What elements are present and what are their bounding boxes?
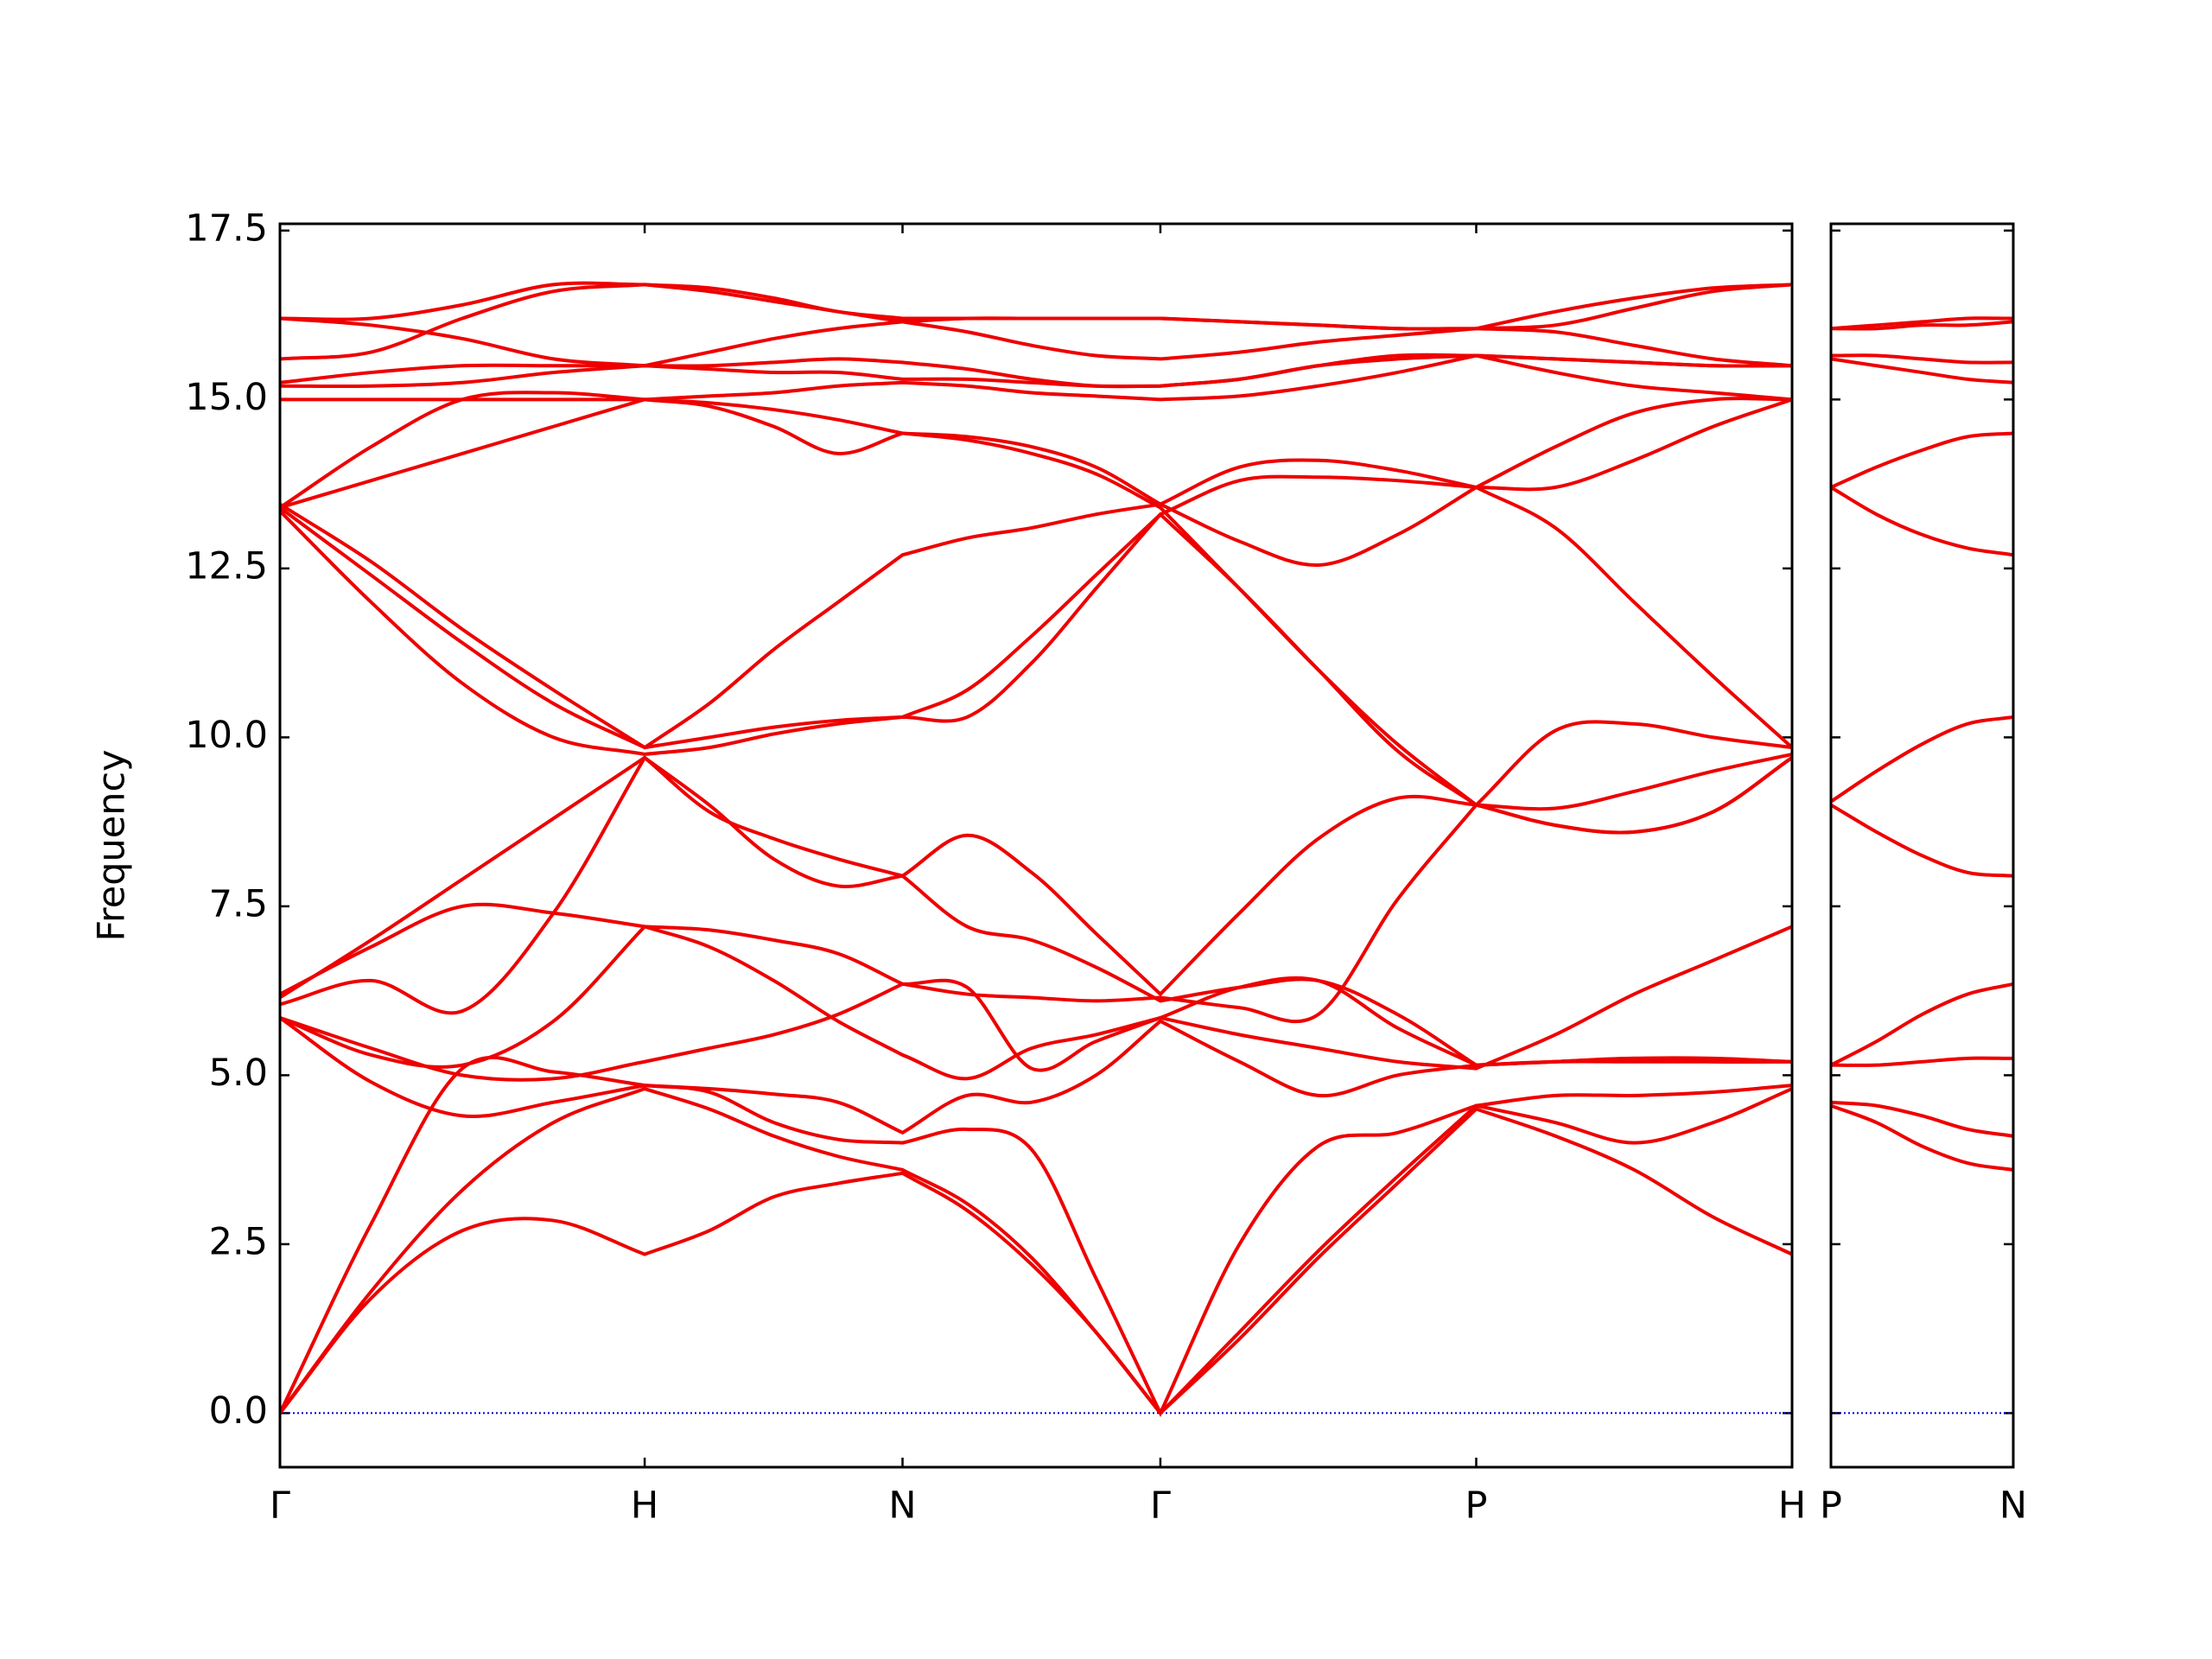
y-axis-label: Frequency [91,749,134,941]
x-tick-label: N [888,1484,916,1528]
band-line [1831,1103,2013,1172]
band-line [280,397,1792,835]
band-line [280,509,1792,808]
x-tick-label: Γ [270,1484,290,1528]
x-tick-label: P [1820,1484,1842,1528]
x-tick-label: P [1465,1484,1487,1528]
band-line [1831,320,2013,331]
band-line [280,353,1792,388]
band-line [1831,431,2013,489]
band-line [280,397,1792,750]
x-tick-label: Γ [1150,1484,1171,1528]
band-line [1831,1056,2013,1067]
band-line [1831,715,2013,804]
x-tick-label: H [1778,1484,1806,1528]
band-line [280,391,1792,749]
x-tick-label: H [631,1484,658,1528]
band-line [280,397,1792,750]
band-line [280,1086,1792,1416]
band-line [1831,486,2013,557]
band-line [280,281,1792,331]
band-line [1831,316,2013,331]
y-tick-label: 15.0 [185,376,268,419]
band-line [280,752,1792,1024]
y-tick-label: 5.0 [209,1052,268,1095]
y-tick-label: 10.0 [185,714,268,757]
band-line [1831,982,2013,1067]
x-tick-label: N [1999,1484,2027,1528]
plot-frame [1829,222,2015,1469]
band-line [1831,357,2013,385]
band-line [280,353,1792,402]
band-line [280,1107,1792,1416]
band-line [1831,1100,2013,1138]
y-tick-label: 2.5 [209,1220,268,1263]
y-tick-label: 17.5 [185,207,268,250]
y-tick-label: 12.5 [185,544,268,588]
y-tick-label: 0.0 [209,1389,268,1433]
band-line [280,316,1792,368]
band-line [1831,353,2013,365]
band-line [280,755,1792,1067]
y-tick-label: 7.5 [209,882,268,925]
plot-frame [278,222,1794,1469]
band-line [280,1055,1792,1418]
band-line [1831,803,2013,878]
band-line [280,925,1792,1081]
